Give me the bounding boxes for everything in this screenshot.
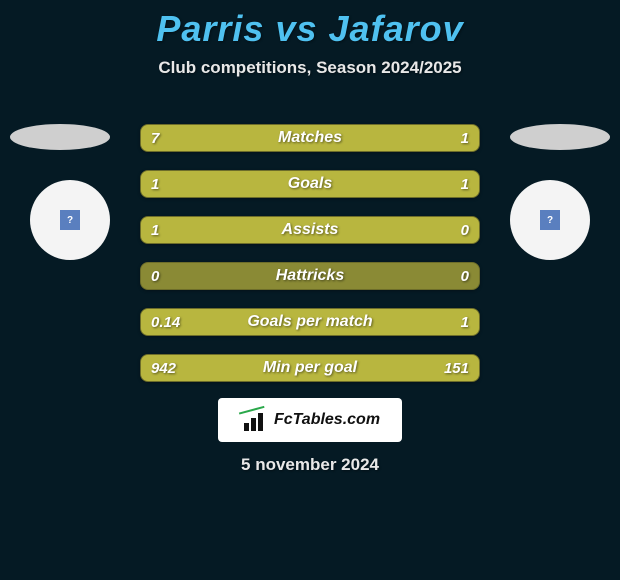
player1-club-badge: ? bbox=[30, 180, 110, 260]
stats-card: Parris vs Jafarov Club competitions, Sea… bbox=[0, 0, 620, 580]
stat-label: Assists bbox=[141, 217, 479, 243]
page-title: Parris vs Jafarov bbox=[0, 8, 620, 50]
stat-label: Min per goal bbox=[141, 355, 479, 381]
fctables-logo-icon bbox=[240, 409, 270, 431]
stat-row: 942151Min per goal bbox=[140, 354, 480, 382]
badge-placeholder-icon: ? bbox=[540, 210, 560, 230]
player1-flag bbox=[10, 124, 110, 150]
stat-row: 10Assists bbox=[140, 216, 480, 244]
player2-flag bbox=[510, 124, 610, 150]
brand-badge: FcTables.com bbox=[218, 398, 402, 442]
stat-row: 00Hattricks bbox=[140, 262, 480, 290]
player2-name: Jafarov bbox=[329, 8, 464, 49]
vs-text: vs bbox=[275, 8, 317, 49]
stat-label: Matches bbox=[141, 125, 479, 151]
stat-row: 11Goals bbox=[140, 170, 480, 198]
stat-label: Hattricks bbox=[141, 263, 479, 289]
player1-name: Parris bbox=[156, 8, 264, 49]
player2-club-badge: ? bbox=[510, 180, 590, 260]
stat-label: Goals bbox=[141, 171, 479, 197]
comparison-bars: 71Matches 11Goals 10Assists 00Hattricks 0.14… bbox=[140, 124, 480, 400]
stat-label: Goals per match bbox=[141, 309, 479, 335]
badge-placeholder-icon: ? bbox=[60, 210, 80, 230]
subtitle: Club competitions, Season 2024/2025 bbox=[0, 58, 620, 78]
brand-text: FcTables.com bbox=[274, 411, 380, 429]
stat-row: 0.141Goals per match bbox=[140, 308, 480, 336]
stat-row: 71Matches bbox=[140, 124, 480, 152]
date: 5 november 2024 bbox=[0, 455, 620, 475]
